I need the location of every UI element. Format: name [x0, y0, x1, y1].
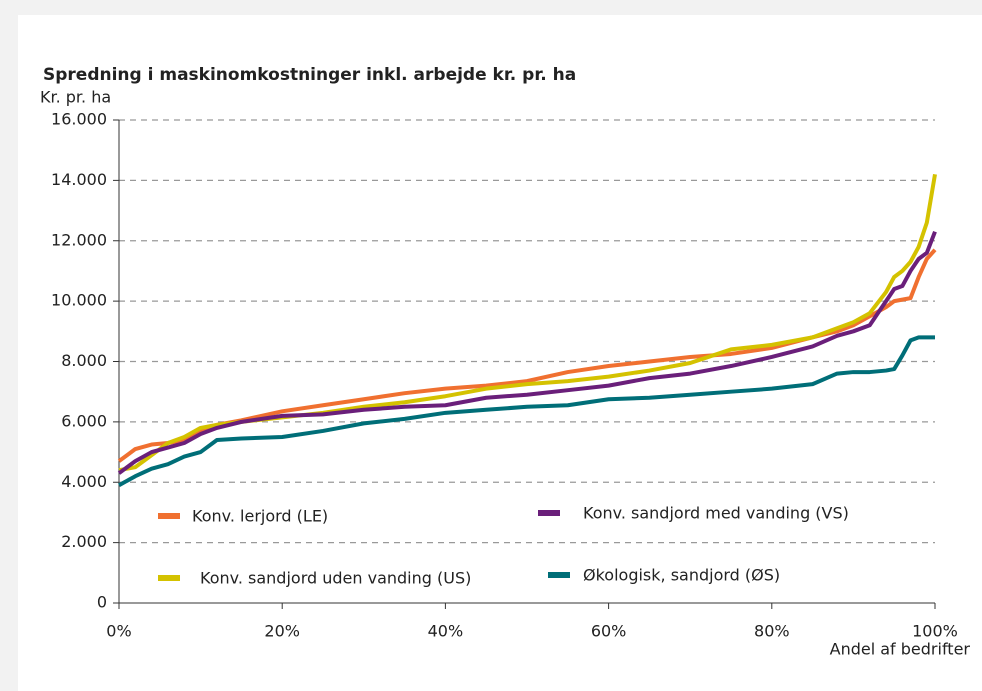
- legend-label: Konv. lerjord (LE): [192, 507, 328, 526]
- series-line: [117, 248, 937, 463]
- y-tick-label: 4.000: [61, 472, 107, 491]
- y-axis-label: Kr. pr. ha: [40, 88, 111, 107]
- legend-label: Økologisk, sandjord (ØS): [583, 566, 780, 585]
- x-tick-label: 0%: [106, 622, 131, 641]
- legend-label: Konv. sandjord med vanding (VS): [583, 504, 849, 523]
- legend-label: Konv. sandjord uden vanding (US): [200, 569, 471, 588]
- x-tick-label: 80%: [754, 622, 790, 641]
- x-tick-label: 20%: [264, 622, 300, 641]
- y-tick-label: 12.000: [51, 230, 107, 249]
- x-tick-label: 100%: [912, 622, 958, 641]
- y-tick-label: 8.000: [61, 351, 107, 370]
- y-tick-label: 6.000: [61, 411, 107, 430]
- x-tick-label: 60%: [591, 622, 627, 641]
- x-tick-label: 40%: [428, 622, 464, 641]
- chart-title: Spredning i maskinomkostninger inkl. arb…: [43, 65, 576, 85]
- series-line: [117, 230, 937, 475]
- y-tick-label: 16.000: [51, 110, 107, 129]
- y-tick-label: 10.000: [51, 291, 107, 310]
- series-line: [118, 335, 935, 488]
- x-axis-label: Andel af bedrifter: [830, 640, 971, 659]
- y-tick-label: 2.000: [61, 532, 107, 551]
- y-tick-label: 0: [97, 593, 107, 612]
- series-line: [118, 174, 937, 473]
- y-tick-label: 14.000: [51, 170, 107, 189]
- panel: [18, 15, 982, 691]
